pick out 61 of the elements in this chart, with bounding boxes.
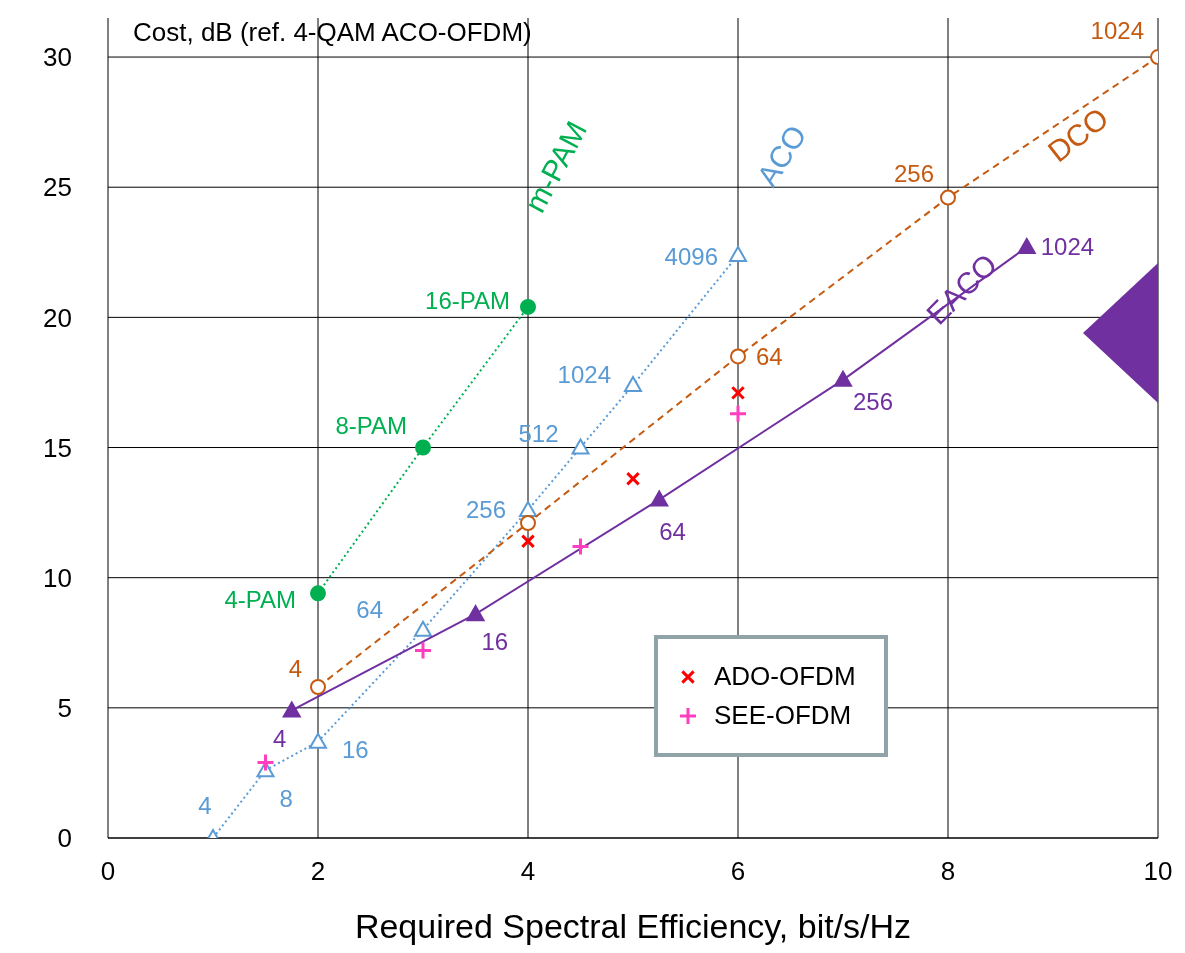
point — [571, 438, 590, 455]
annotation: 4 — [273, 724, 287, 752]
legend-label: SEE-OFDM — [714, 700, 852, 732]
annotation: 8 — [279, 784, 293, 812]
annotation: 256 — [853, 388, 894, 416]
point — [466, 605, 485, 622]
point — [624, 376, 642, 393]
x-tick-label: 2 — [310, 856, 326, 887]
point — [413, 641, 433, 661]
point — [650, 490, 669, 507]
annotation: 64 — [756, 342, 783, 370]
x-tick-label: 6 — [730, 856, 746, 887]
annotation: 256 — [465, 496, 506, 524]
legend-label: ADO-OFDM — [714, 661, 856, 693]
point — [520, 298, 536, 315]
point — [728, 404, 748, 424]
y-tick-label: 20 — [43, 302, 72, 333]
annotation: 4 — [288, 655, 302, 683]
annotation: 4096 — [664, 243, 718, 271]
y-tick-label: 15 — [43, 432, 72, 463]
point — [520, 534, 536, 549]
point — [414, 620, 432, 637]
x-axis-title: Required Spectral Efficiency, bit/s/Hz — [354, 907, 912, 945]
point — [520, 515, 536, 532]
point — [625, 471, 641, 486]
annotation: 8-PAM — [335, 411, 407, 439]
point — [730, 348, 746, 365]
point — [1017, 238, 1036, 255]
point — [310, 679, 326, 696]
annotation: 64 — [356, 596, 383, 624]
y-tick-label: 30 — [43, 42, 72, 73]
point — [519, 501, 537, 517]
point — [730, 385, 746, 401]
annotation: 1024 — [1090, 17, 1144, 45]
y-tick-label: 25 — [43, 172, 72, 203]
x-tick-label: 4 — [520, 856, 536, 887]
x-tick-label: 0 — [100, 856, 116, 887]
annotation: 16 — [481, 628, 509, 656]
annotation: 4 — [198, 792, 212, 820]
annotation: 1024 — [1040, 233, 1095, 261]
y-tick-label: 0 — [57, 823, 72, 854]
point — [571, 536, 590, 556]
point — [282, 701, 301, 718]
y-tick-label: 10 — [43, 562, 72, 593]
annotation: 1024 — [557, 361, 611, 389]
annotation: 256 — [893, 159, 934, 187]
x-tick-label: 10 — [1143, 856, 1173, 887]
point — [309, 732, 327, 749]
annotation: 4-PAM — [224, 585, 296, 613]
point — [256, 753, 275, 773]
point — [834, 370, 852, 387]
point — [729, 245, 747, 262]
point — [415, 439, 431, 456]
annotation: 16-PAM — [425, 287, 510, 315]
chart-title: Cost, dB (ref. 4-QAM ACO-OFDM) — [133, 17, 532, 48]
y-tick-label: 5 — [57, 693, 72, 724]
annotation: 64 — [659, 517, 686, 545]
x-tick-label: 8 — [940, 856, 956, 887]
point — [310, 585, 326, 602]
annotation: 16 — [342, 736, 369, 764]
point — [940, 189, 956, 206]
